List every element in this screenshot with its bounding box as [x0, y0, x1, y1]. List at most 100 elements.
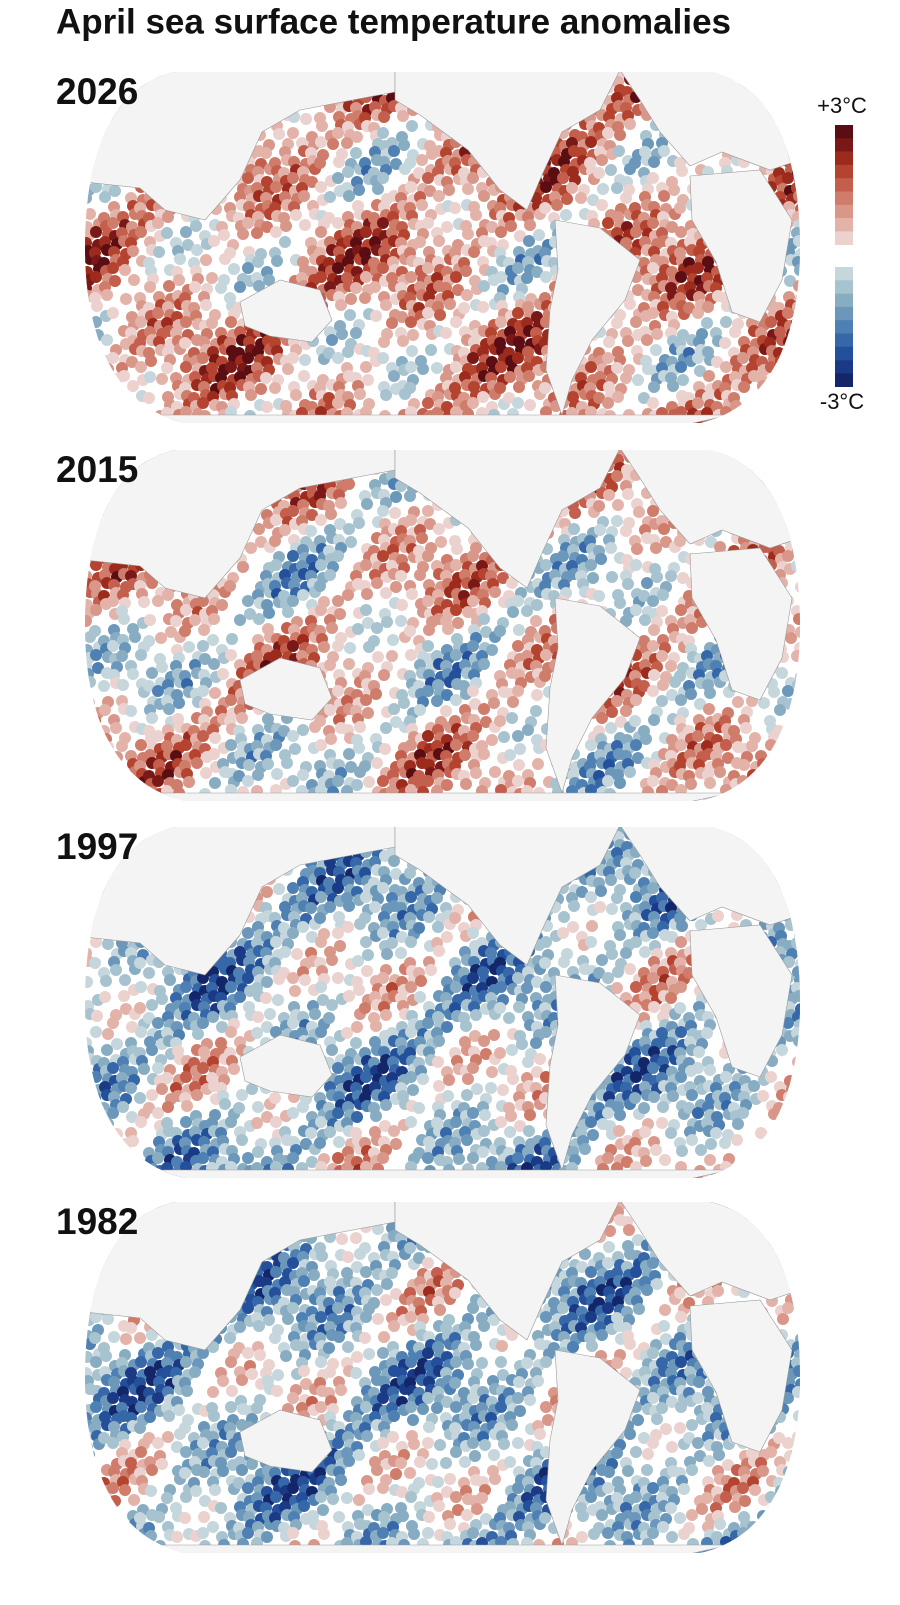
anomaly-cell	[236, 1134, 248, 1146]
anomaly-cell	[638, 590, 650, 602]
anomaly-cell	[450, 559, 462, 571]
anomaly-cell	[793, 235, 800, 247]
anomaly-cell	[512, 730, 524, 742]
anomaly-cell	[504, 749, 516, 761]
land	[394, 72, 621, 211]
anomaly-cell	[161, 227, 173, 239]
anomaly-cell	[557, 550, 569, 562]
anomaly-cell	[255, 383, 267, 395]
anomaly-cell	[701, 317, 713, 329]
anomaly-cell	[791, 560, 800, 572]
anomaly-cell	[156, 1083, 168, 1095]
anomaly-cell	[521, 605, 533, 617]
anomaly-cell	[99, 704, 111, 716]
anomaly-cell	[540, 181, 552, 193]
anomaly-cell	[251, 227, 263, 239]
anomaly-cell	[422, 640, 434, 652]
anomaly-cell	[181, 1100, 193, 1112]
anomaly-cell	[156, 993, 168, 1005]
anomaly-cell	[782, 352, 794, 364]
anomaly-cell	[85, 1066, 93, 1078]
anomaly-cell	[269, 382, 281, 394]
anomaly-cell	[360, 559, 372, 571]
anomaly-cell	[152, 775, 164, 787]
anomaly-cell	[714, 766, 726, 778]
anomaly-cell	[648, 714, 660, 726]
anomaly-cell	[111, 418, 123, 423]
anomaly-cell	[396, 599, 408, 611]
anomaly-cell	[324, 659, 336, 671]
anomaly-cell	[757, 380, 769, 392]
anomaly-cell	[102, 1028, 114, 1040]
anomaly-cell	[495, 361, 507, 373]
anomaly-cell	[605, 164, 617, 176]
anomaly-cell	[462, 228, 474, 240]
anomaly-cell	[119, 399, 131, 411]
anomaly-cell	[242, 172, 254, 184]
anomaly-cell	[660, 536, 672, 548]
anomaly-cell	[665, 660, 677, 672]
anomaly-cell	[144, 1171, 156, 1178]
anomaly-cell	[783, 111, 795, 123]
anomaly-cell	[111, 796, 123, 801]
anomaly-cell	[668, 184, 680, 196]
anomaly-cell	[624, 298, 636, 310]
anomaly-cell	[234, 281, 246, 293]
anomaly-cell	[441, 689, 453, 701]
anomaly-cell	[314, 715, 326, 727]
anomaly-cell	[416, 199, 428, 211]
anomaly-cell	[748, 415, 760, 423]
anomaly-cell	[117, 769, 129, 781]
anomaly-cell	[389, 507, 401, 519]
anomaly-cell	[658, 523, 670, 535]
anomaly-cell	[315, 181, 327, 193]
anomaly-cell	[260, 992, 272, 1004]
anomaly-cell	[109, 275, 121, 287]
anomaly-cell	[656, 650, 668, 662]
anomaly-cell	[135, 1161, 147, 1173]
anomaly-cell	[270, 649, 282, 661]
anomaly-cell	[795, 626, 800, 638]
anomaly-cell	[794, 732, 800, 744]
anomaly-cell	[152, 1107, 164, 1119]
anomaly-cell	[478, 190, 490, 202]
anomaly-cell	[756, 401, 768, 413]
anomaly-cell	[587, 572, 599, 584]
anomaly-cell	[440, 327, 452, 339]
anomaly-cell	[397, 110, 409, 122]
anomaly-cell	[234, 614, 246, 626]
anomaly-cell	[791, 317, 800, 329]
anomaly-cell	[228, 1063, 240, 1075]
anomaly-cell	[489, 766, 501, 778]
anomaly-cell	[85, 721, 96, 733]
anomaly-cell	[183, 641, 195, 653]
anomaly-cell	[737, 775, 749, 787]
anomaly-cell	[614, 129, 626, 141]
anomaly-cell	[315, 514, 327, 526]
anomaly-cell	[792, 301, 800, 313]
anomaly-cell	[512, 307, 524, 319]
anomaly-cell	[128, 274, 140, 286]
anomaly-cell	[593, 590, 605, 602]
anomaly-cell	[667, 380, 679, 392]
anomaly-cell	[443, 184, 455, 196]
anomaly-cell	[270, 226, 282, 238]
anomaly-cell	[135, 1026, 147, 1038]
anomaly-cell	[299, 219, 311, 231]
anomaly-cell	[665, 570, 677, 582]
anomaly-cell	[85, 525, 92, 537]
anomaly-cell	[469, 698, 481, 710]
anomaly-cell	[350, 327, 362, 339]
anomaly-cell	[180, 981, 192, 993]
anomaly-cell	[795, 293, 800, 305]
anomaly-cell	[792, 256, 800, 268]
anomaly-cell	[390, 491, 402, 503]
anomaly-cell	[342, 346, 354, 358]
anomaly-cell	[440, 705, 452, 717]
anomaly-cell	[102, 363, 114, 375]
anomaly-cell	[791, 650, 800, 662]
anomaly-cell	[388, 703, 400, 715]
anomaly-cell	[252, 1146, 264, 1158]
anomaly-cell	[359, 760, 371, 772]
